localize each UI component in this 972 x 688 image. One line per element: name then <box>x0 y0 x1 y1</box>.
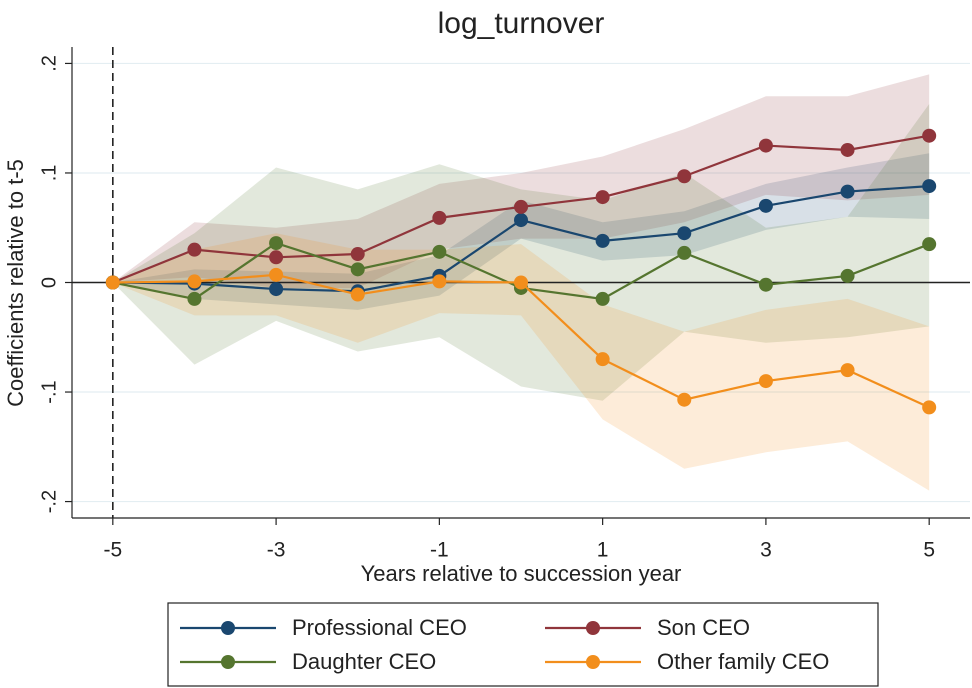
y-tick-label: -.1 <box>38 380 60 403</box>
confidence-band <box>112 103 930 401</box>
data-point <box>350 262 365 277</box>
y-tick-label: .1 <box>38 165 60 182</box>
data-point <box>269 236 284 251</box>
data-point <box>269 250 284 265</box>
data-point <box>432 274 447 289</box>
data-point <box>595 291 610 306</box>
y-tick-label: .2 <box>38 55 60 72</box>
data-point <box>758 198 773 213</box>
confidence-band <box>112 153 930 310</box>
data-point <box>514 199 528 214</box>
legend-marker <box>221 621 235 635</box>
data-point <box>758 138 773 153</box>
data-point <box>187 242 202 257</box>
data-point <box>187 274 202 289</box>
data-point <box>840 268 855 283</box>
data-point <box>595 233 610 248</box>
data-point <box>922 128 937 143</box>
legend-marker <box>586 621 600 635</box>
data-point <box>677 169 692 184</box>
data-point <box>350 287 365 302</box>
x-tick-label: 1 <box>597 539 609 562</box>
legend-label: Professional CEO <box>292 615 467 640</box>
data-point <box>187 291 202 306</box>
x-tick-label: -1 <box>430 539 449 562</box>
x-tick-label: 5 <box>923 539 935 562</box>
data-point <box>350 247 365 262</box>
x-axis-label: Years relative to succession year <box>361 561 682 586</box>
y-axis-label: Coefficients relative to t-5 <box>3 159 28 407</box>
x-tick-label: -5 <box>103 539 122 562</box>
data-point <box>758 277 773 292</box>
data-point <box>269 282 284 297</box>
confidence-band <box>112 74 930 288</box>
legend-label: Daughter CEO <box>292 649 436 674</box>
legend-label: Son CEO <box>657 615 750 640</box>
data-point <box>595 190 610 205</box>
data-point <box>922 179 937 194</box>
data-point <box>922 237 937 252</box>
confidence-band <box>112 233 930 491</box>
data-point <box>677 226 692 241</box>
data-point <box>922 400 937 415</box>
data-point <box>758 374 773 389</box>
chart-title: log_turnover <box>438 7 605 40</box>
data-point <box>840 184 855 199</box>
data-point <box>840 363 855 378</box>
data-point <box>677 245 692 260</box>
data-point <box>514 213 528 228</box>
data-point <box>840 142 855 157</box>
data-point <box>269 267 284 282</box>
data-point <box>105 275 120 290</box>
x-tick-label: 3 <box>760 539 772 562</box>
data-point <box>595 352 610 367</box>
data-point <box>432 210 447 225</box>
legend-label: Other family CEO <box>657 649 829 674</box>
data-point <box>514 275 528 290</box>
legend-marker <box>586 655 600 669</box>
data-point <box>432 244 447 259</box>
y-tick-label: 0 <box>38 277 60 288</box>
legend-box <box>167 602 879 687</box>
x-tick-label: -3 <box>267 539 286 562</box>
y-tick-label: -.2 <box>38 490 60 513</box>
data-point <box>677 392 692 407</box>
legend-marker <box>221 655 235 669</box>
